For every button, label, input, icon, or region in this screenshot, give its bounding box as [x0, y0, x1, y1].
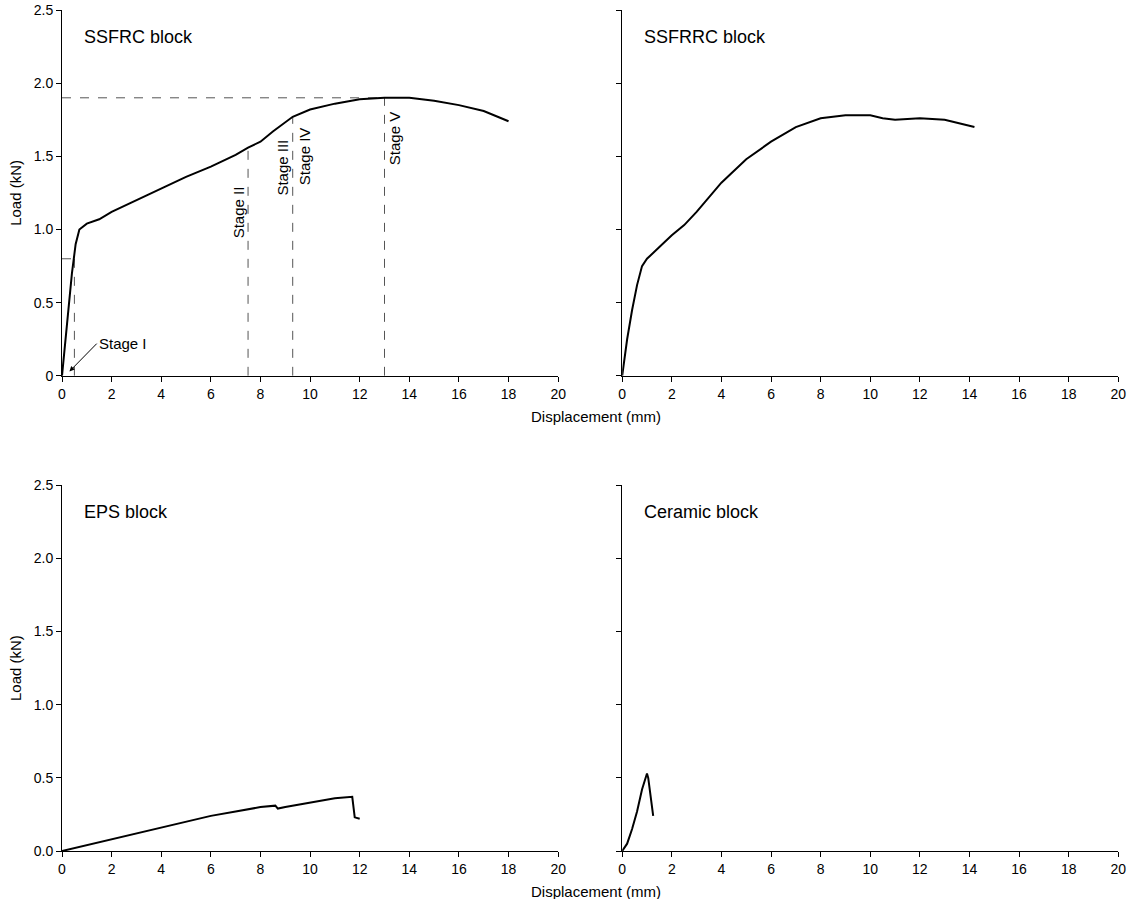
- svg-text:4: 4: [157, 861, 165, 877]
- svg-text:4: 4: [157, 386, 165, 402]
- svg-text:Load (kN): Load (kN): [7, 635, 24, 701]
- svg-text:Stage IV: Stage IV: [296, 128, 313, 186]
- svg-text:20: 20: [1111, 386, 1127, 402]
- svg-text:1.5: 1.5: [34, 623, 54, 639]
- svg-text:0: 0: [618, 386, 626, 402]
- svg-text:0.5: 0.5: [34, 295, 54, 311]
- svg-text:2: 2: [668, 386, 676, 402]
- svg-text:8: 8: [817, 861, 825, 877]
- svg-text:4: 4: [718, 386, 726, 402]
- svg-text:Load (kN): Load (kN): [7, 160, 24, 226]
- svg-text:2.0: 2.0: [34, 550, 54, 566]
- svg-text:10: 10: [302, 861, 318, 877]
- svg-text:16: 16: [1011, 861, 1027, 877]
- svg-text:SSFRRC block: SSFRRC block: [644, 27, 766, 47]
- svg-text:0.0: 0.0: [34, 843, 54, 859]
- svg-text:SSFRC block: SSFRC block: [84, 27, 193, 47]
- svg-text:16: 16: [451, 861, 467, 877]
- svg-text:6: 6: [207, 861, 215, 877]
- svg-text:EPS block: EPS block: [84, 502, 168, 522]
- svg-text:Stage III: Stage III: [274, 140, 291, 196]
- svg-text:14: 14: [402, 861, 418, 877]
- svg-text:12: 12: [912, 386, 928, 402]
- svg-text:Stage II: Stage II: [230, 187, 247, 239]
- svg-text:6: 6: [767, 386, 775, 402]
- svg-text:1.0: 1.0: [34, 697, 54, 713]
- svg-text:6: 6: [207, 386, 215, 402]
- svg-text:0: 0: [58, 861, 66, 877]
- svg-text:0: 0: [58, 386, 66, 402]
- svg-text:16: 16: [1011, 386, 1027, 402]
- svg-text:10: 10: [302, 386, 318, 402]
- svg-text:12: 12: [352, 386, 368, 402]
- svg-text:18: 18: [1061, 861, 1077, 877]
- svg-text:10: 10: [862, 861, 878, 877]
- svg-text:8: 8: [257, 861, 265, 877]
- svg-text:0: 0: [618, 861, 626, 877]
- svg-text:18: 18: [501, 386, 517, 402]
- svg-text:4: 4: [718, 861, 726, 877]
- svg-text:0: 0: [45, 368, 53, 384]
- svg-text:2.5: 2.5: [34, 2, 54, 18]
- svg-text:Displacement (mm): Displacement (mm): [531, 408, 661, 425]
- svg-text:8: 8: [257, 386, 265, 402]
- svg-text:Displacement (mm): Displacement (mm): [531, 883, 661, 899]
- svg-text:18: 18: [501, 861, 517, 877]
- svg-text:2.5: 2.5: [34, 477, 54, 493]
- svg-text:20: 20: [550, 861, 566, 877]
- svg-text:2: 2: [668, 861, 676, 877]
- svg-text:12: 12: [912, 861, 928, 877]
- svg-text:20: 20: [550, 386, 566, 402]
- svg-text:6: 6: [767, 861, 775, 877]
- svg-text:14: 14: [962, 861, 978, 877]
- svg-text:0.5: 0.5: [34, 770, 54, 786]
- svg-text:1.0: 1.0: [34, 221, 54, 237]
- svg-text:20: 20: [1111, 861, 1127, 877]
- svg-text:8: 8: [817, 386, 825, 402]
- svg-text:14: 14: [402, 386, 418, 402]
- svg-text:1.5: 1.5: [34, 148, 54, 164]
- svg-text:10: 10: [862, 386, 878, 402]
- svg-text:2: 2: [108, 861, 116, 877]
- svg-text:16: 16: [451, 386, 467, 402]
- svg-text:Ceramic block: Ceramic block: [644, 502, 759, 522]
- svg-text:Stage V: Stage V: [386, 112, 403, 165]
- svg-text:12: 12: [352, 861, 368, 877]
- svg-text:2: 2: [108, 386, 116, 402]
- svg-text:2.0: 2.0: [34, 75, 54, 91]
- svg-text:14: 14: [962, 386, 978, 402]
- svg-text:Stage I: Stage I: [99, 335, 147, 352]
- svg-text:18: 18: [1061, 386, 1077, 402]
